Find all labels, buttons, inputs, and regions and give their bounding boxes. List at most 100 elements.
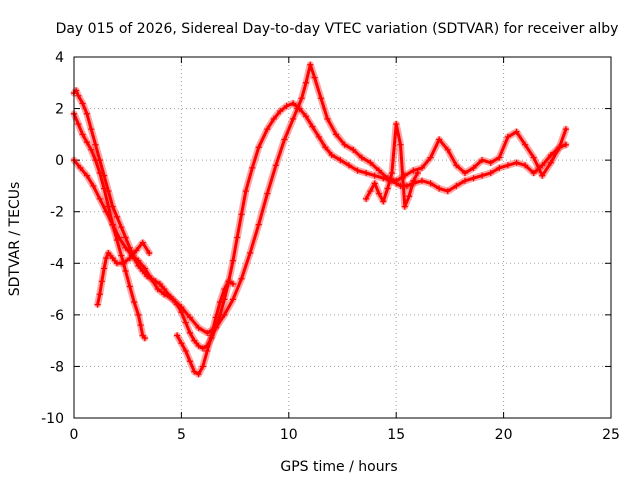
data-point <box>83 110 90 117</box>
data-point <box>195 324 202 331</box>
data-point <box>105 203 112 210</box>
data-point <box>345 162 352 169</box>
data-point <box>195 342 202 349</box>
data-point <box>249 164 256 171</box>
y-tick-label: -2 <box>50 205 64 221</box>
x-tick-label: 0 <box>70 427 79 443</box>
data-point <box>522 162 529 169</box>
data-point <box>113 213 120 220</box>
data-point <box>113 260 120 267</box>
data-point <box>562 126 569 133</box>
data-point <box>225 278 232 285</box>
data-point <box>322 144 329 151</box>
data-point <box>161 286 168 293</box>
data-point <box>307 61 314 68</box>
y-tick-label: -8 <box>50 359 64 375</box>
y-tick-label: 4 <box>55 50 64 66</box>
data-point <box>393 177 400 184</box>
data-point <box>380 198 387 205</box>
data-point <box>397 141 404 148</box>
data-point <box>479 172 486 179</box>
data-point <box>384 185 391 192</box>
data-point <box>461 177 468 184</box>
data-point <box>453 162 460 169</box>
data-point <box>358 154 365 161</box>
data-point <box>255 144 262 151</box>
data-point <box>436 185 443 192</box>
data-point <box>406 193 413 200</box>
data-point <box>199 345 206 352</box>
data-point <box>186 314 193 321</box>
data-point <box>479 157 486 164</box>
data-point <box>487 170 494 177</box>
data-point <box>208 332 215 339</box>
data-point <box>290 115 297 122</box>
data-point <box>264 126 271 133</box>
data-series <box>70 61 570 378</box>
data-point <box>283 102 290 109</box>
data-point <box>75 92 82 99</box>
data-point <box>186 329 193 336</box>
data-point <box>277 108 284 115</box>
data-point <box>522 141 529 148</box>
grid <box>73 56 612 419</box>
chart-title: Day 015 of 2026, Sidereal Day-to-day VTE… <box>56 21 619 37</box>
data-point <box>126 255 133 262</box>
data-point <box>410 167 417 174</box>
data-point <box>337 157 344 164</box>
data-point <box>139 239 146 246</box>
data-point <box>461 170 468 177</box>
data-point <box>77 164 84 171</box>
data-point <box>204 347 211 354</box>
y-tick-label: -6 <box>50 308 64 324</box>
data-point <box>376 167 383 174</box>
data-point <box>309 123 316 130</box>
data-point <box>204 329 211 336</box>
data-point <box>470 164 477 171</box>
data-point <box>539 172 546 179</box>
data-point <box>496 164 503 171</box>
data-point <box>371 180 378 187</box>
data-point <box>199 363 206 370</box>
y-tick-label: -4 <box>50 256 64 272</box>
data-point <box>178 340 185 347</box>
data-point <box>88 126 95 133</box>
data-point <box>530 170 537 177</box>
data-point <box>388 170 395 177</box>
data-point <box>122 244 129 251</box>
data-point <box>255 221 262 228</box>
data-point <box>229 280 236 287</box>
data-point <box>146 249 153 256</box>
data-point <box>294 105 301 112</box>
data-point <box>401 203 408 210</box>
data-point <box>109 255 116 262</box>
data-point <box>103 255 110 262</box>
data-point <box>122 268 129 275</box>
plot-frame <box>73 56 612 419</box>
x-tick-label: 20 <box>495 427 513 443</box>
x-tick-label: 15 <box>387 427 405 443</box>
data-point <box>116 234 123 241</box>
data-point <box>315 133 322 140</box>
data-point <box>79 100 86 107</box>
data-point <box>96 291 103 298</box>
data-point <box>513 159 520 166</box>
data-point <box>341 141 348 148</box>
data-point <box>354 167 361 174</box>
data-point <box>270 115 277 122</box>
data-point <box>487 159 494 166</box>
data-point <box>161 291 168 298</box>
data-point <box>272 162 279 169</box>
y-tick-label: 2 <box>55 102 64 118</box>
data-point <box>79 131 86 138</box>
data-point <box>221 311 228 318</box>
data-point <box>191 337 198 344</box>
data-point <box>530 154 537 161</box>
series-line-trace-a <box>72 89 568 350</box>
data-point <box>444 188 451 195</box>
data-point <box>92 141 99 148</box>
data-point <box>414 170 421 177</box>
series-band-trace-c <box>70 61 570 337</box>
data-point <box>133 247 140 254</box>
data-point <box>83 139 90 146</box>
